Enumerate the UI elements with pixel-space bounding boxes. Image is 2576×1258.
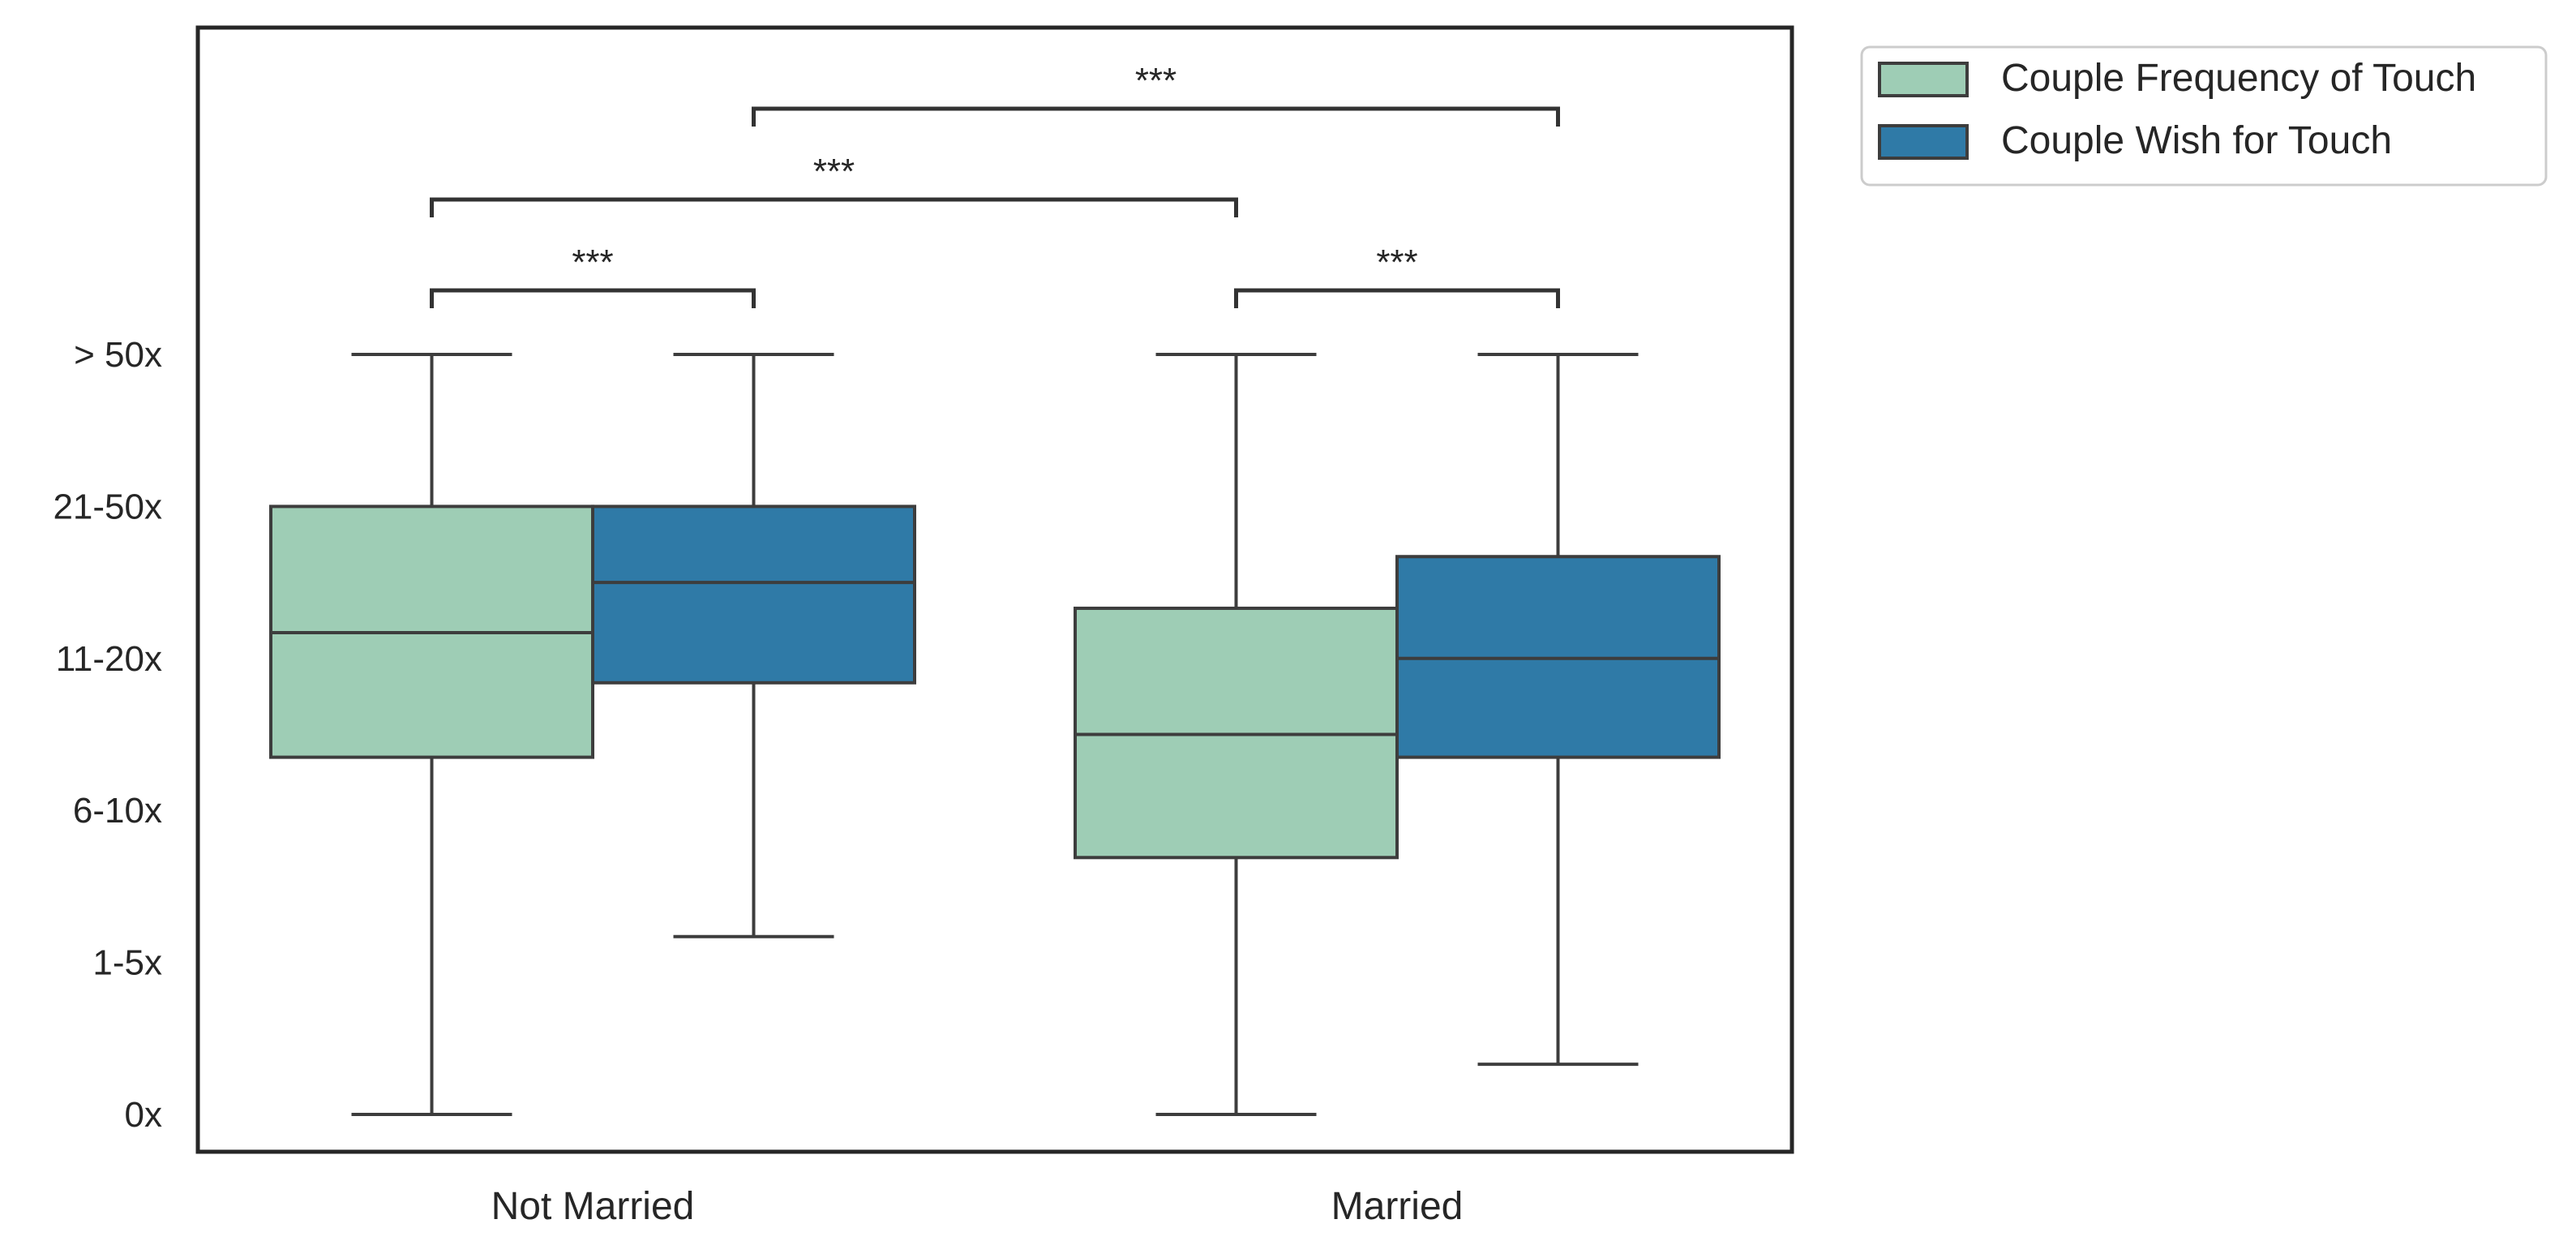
box-1-0 — [591, 353, 916, 938]
iqr-box — [591, 504, 916, 685]
y-tick-label: > 50x — [74, 335, 162, 375]
y-tick-label: 21-50x — [53, 487, 162, 526]
significance-label: *** — [1135, 61, 1177, 101]
legend-swatch — [1878, 62, 1969, 97]
significance-bracket-1: *** — [1234, 243, 1560, 308]
significance-label: *** — [813, 152, 855, 191]
bracket-line — [430, 288, 756, 308]
y-tick-label: 0x — [125, 1095, 162, 1135]
box-0-1 — [1074, 353, 1399, 1116]
x-tick-label: Not Married — [491, 1185, 695, 1228]
bracket-line — [430, 197, 1238, 217]
legend-swatch — [1878, 124, 1969, 160]
axes-frame — [195, 25, 1794, 1154]
significance-bracket-3: *** — [752, 61, 1560, 127]
bracket-line — [1234, 288, 1560, 308]
legend-label: Couple Wish for Touch — [2001, 119, 2392, 162]
bracket-line — [752, 106, 1560, 127]
y-tick-label: 1-5x — [92, 943, 162, 983]
box-0-0 — [269, 353, 594, 1116]
legend-box — [1860, 45, 2548, 187]
legend-label: Couple Frequency of Touch — [2001, 57, 2476, 100]
significance-label: *** — [1376, 243, 1417, 282]
significance-label: *** — [572, 243, 613, 282]
y-tick-label: 6-10x — [73, 791, 162, 831]
x-tick-label: Married — [1331, 1185, 1464, 1228]
axes: 0x 1-5x 6-10x 11-20x 21-50x > 50x Not Married M… — [53, 25, 1794, 1228]
legend: Couple Frequency of Touch Couple Wish for… — [1860, 45, 2548, 187]
y-tick-label: 11-20x — [56, 639, 162, 679]
significance-bracket-2: *** — [430, 152, 1238, 217]
box-1-1 — [1395, 353, 1721, 1067]
plot-area: *** *** *** *** — [269, 61, 1721, 1116]
significance-bracket-0: *** — [430, 243, 756, 308]
